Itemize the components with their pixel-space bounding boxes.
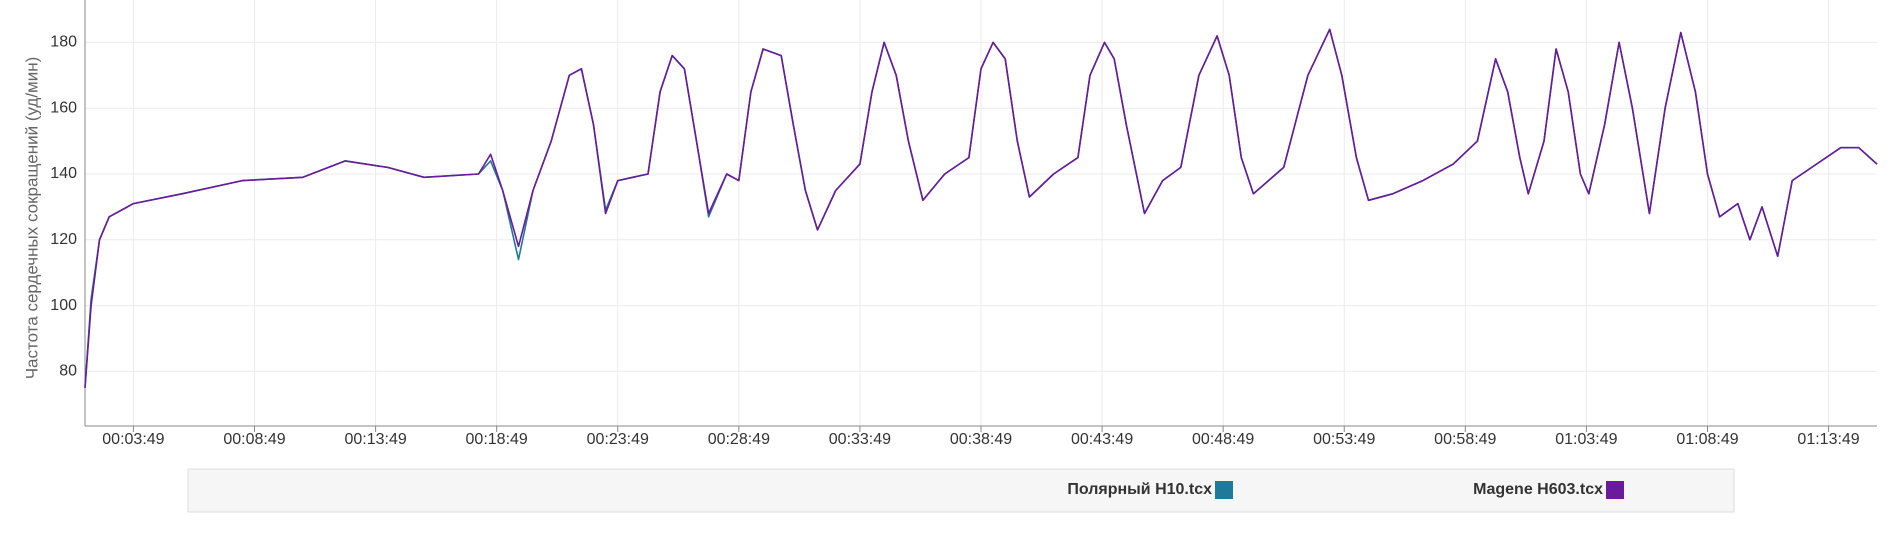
x-tick-label: 01:08:49 [1676,431,1738,448]
y-tick-label: 140 [50,165,77,182]
x-tick-label: 00:08:49 [223,431,285,448]
legend-label: Magene H603.tcx [1473,481,1603,498]
y-tick-label: 80 [59,363,77,380]
x-tick-label: 00:53:49 [1313,431,1375,448]
legend-swatch [1215,481,1233,499]
y-axis-label: Частота сердечных сокращений (уд/мин) [22,57,41,380]
x-tick-label: 00:03:49 [102,431,164,448]
legend-label: Полярный H10.tcx [1067,481,1212,498]
series-line [84,28,1878,388]
x-tick-label: 00:33:49 [829,431,891,448]
y-tick-label: 100 [50,297,77,314]
x-tick-label: 00:48:49 [1192,431,1254,448]
y-tick-label: 180 [50,34,77,51]
x-tick-label: 00:43:49 [1071,431,1133,448]
x-tick-label: 00:38:49 [950,431,1012,448]
x-tick-label: 00:18:49 [466,431,528,448]
legend-swatch [1606,481,1624,499]
y-tick-label: 160 [50,99,77,116]
x-tick-label: 01:03:49 [1555,431,1617,448]
x-tick-label: 00:23:49 [587,431,649,448]
legend-box [187,468,1735,513]
x-tick-label: 01:13:49 [1797,431,1859,448]
x-tick-label: 00:13:49 [344,431,406,448]
x-tick-label: 00:28:49 [708,431,770,448]
x-tick-label: 00:58:49 [1434,431,1496,448]
y-tick-label: 120 [50,231,77,248]
